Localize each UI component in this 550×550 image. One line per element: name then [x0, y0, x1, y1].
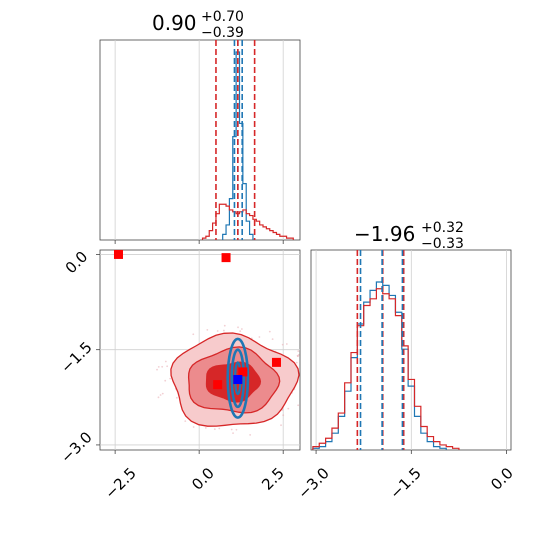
- x-tick-label: 0.0: [487, 464, 517, 494]
- scatter-point: [204, 427, 207, 429]
- x-tick-label: 0.0: [188, 464, 218, 494]
- scatter-point: [297, 404, 300, 407]
- scatter-point: [218, 427, 221, 430]
- scatter-point: [192, 333, 195, 336]
- red-marker: [213, 380, 223, 390]
- red-marker: [113, 249, 123, 259]
- scatter-point: [223, 324, 226, 327]
- scatter-point: [230, 428, 233, 431]
- scatter-point: [271, 338, 274, 341]
- scatter-point: [235, 428, 238, 431]
- scatter-point: [297, 354, 300, 356]
- markers: [113, 249, 281, 390]
- y-tick-label: 0.0: [62, 248, 92, 278]
- y-tick-label: −1.5: [57, 338, 95, 376]
- scatter-point: [249, 434, 252, 436]
- scatter-point: [161, 392, 164, 395]
- grid: [315, 250, 507, 454]
- x-tick-label: 2.5: [258, 464, 288, 494]
- x-tick-label: −3.0: [294, 464, 332, 502]
- scatter-point: [237, 326, 239, 329]
- quantile-lines: [356, 250, 405, 450]
- scatter-point: [161, 365, 164, 368]
- red-marker: [238, 367, 248, 377]
- scatter-point: [164, 379, 167, 382]
- panel-top-left: 0.90 +0.70 −0.39: [99, 9, 301, 244]
- panel-bottom-right: −1.96 +0.32 −0.33 −3.0 −1.5 0.0: [294, 220, 516, 503]
- grid: [114, 40, 284, 244]
- blue-contour-level: [230, 348, 246, 409]
- histograms: [312, 281, 460, 450]
- panel-bottom-left: −2.5 0.0 2.5 0.0 −1.5 −3.0: [57, 248, 305, 503]
- x-tick-label: −1.5: [386, 464, 424, 502]
- scatter-point: [216, 330, 219, 332]
- scatter-point: [287, 407, 290, 410]
- panel-title: −1.96: [354, 222, 415, 246]
- scatter-point: [285, 343, 288, 345]
- histogram-series: [312, 288, 460, 450]
- scatter-point: [281, 343, 284, 346]
- blue-contour-level: [226, 337, 250, 419]
- scatter-point: [157, 396, 160, 399]
- scatter-point: [213, 428, 216, 431]
- title-minus: −0.33: [421, 236, 464, 252]
- red-marker: [221, 253, 231, 263]
- scatter-point: [222, 329, 225, 332]
- scatter-point: [268, 330, 271, 333]
- scatter-point: [192, 426, 195, 428]
- scatter-point: [232, 432, 234, 435]
- blue-marker: [233, 375, 243, 385]
- title-minus: −0.39: [201, 25, 244, 41]
- scatter-point: [280, 424, 282, 427]
- scatter-point: [301, 378, 303, 380]
- scatter-point: [258, 336, 261, 338]
- panel-title: 0.90: [152, 11, 197, 35]
- scatter-point: [175, 396, 178, 399]
- scatter-point: [169, 377, 172, 380]
- y-tick-label: −3.0: [57, 428, 95, 466]
- scatter-point: [295, 361, 298, 364]
- red-marker: [271, 357, 281, 367]
- scatter-point: [184, 420, 187, 423]
- scatter-point: [164, 360, 167, 363]
- axes-frame: [99, 39, 301, 241]
- scatter-point: [206, 328, 209, 331]
- scatter-point: [303, 402, 305, 404]
- x-tick-label: −2.5: [101, 464, 139, 502]
- quantile-lines: [215, 40, 256, 240]
- scatter-point: [159, 394, 162, 396]
- scatter-point: [166, 365, 169, 368]
- scatter-point: [297, 355, 299, 358]
- scatter-point: [157, 365, 160, 368]
- histogram-series: [312, 281, 447, 450]
- scatter-point: [239, 330, 242, 333]
- scatter-point: [240, 328, 243, 330]
- scatter-point: [297, 350, 300, 353]
- scatter-point: [282, 414, 285, 417]
- scatter-point: [156, 368, 158, 371]
- title-plus: +0.32: [421, 220, 464, 236]
- title-plus: +0.70: [201, 9, 244, 25]
